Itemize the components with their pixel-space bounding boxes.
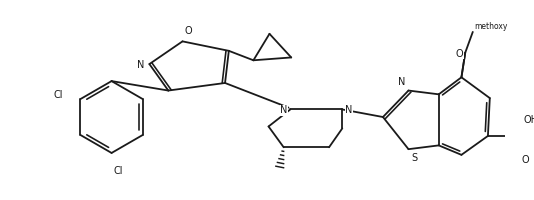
Text: Cl: Cl xyxy=(113,166,123,176)
Text: Cl: Cl xyxy=(54,90,64,100)
Text: methoxy: methoxy xyxy=(475,22,508,31)
Text: S: S xyxy=(411,153,418,163)
Text: N: N xyxy=(137,60,145,70)
Text: O: O xyxy=(184,26,192,36)
Text: O: O xyxy=(521,155,529,165)
Text: N: N xyxy=(345,105,352,115)
Text: OH: OH xyxy=(524,115,534,125)
Text: O: O xyxy=(456,49,464,59)
Text: N: N xyxy=(280,105,287,115)
Text: N: N xyxy=(398,77,406,87)
